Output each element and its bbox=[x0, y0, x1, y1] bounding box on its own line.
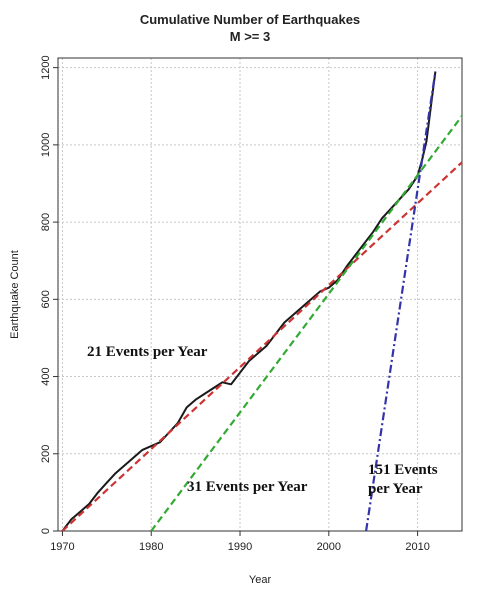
y-tick-label: 1000 bbox=[40, 133, 52, 157]
trend-31-per-year-line bbox=[150, 115, 463, 532]
chart-subtitle: M >= 3 bbox=[229, 29, 271, 44]
y-tick-label: 200 bbox=[40, 445, 52, 463]
x-tick-label: 1970 bbox=[50, 541, 74, 553]
y-tick-label: 800 bbox=[40, 213, 52, 231]
cumulative-count-line bbox=[61, 71, 437, 532]
axis-ticks: 1970 1980 1990 2000 2010 0 200 400 600 800 1000 120… bbox=[40, 55, 430, 553]
y-tick-label: 1200 bbox=[40, 55, 52, 79]
x-tick-label: 2010 bbox=[405, 541, 429, 553]
x-axis-label: Year bbox=[249, 574, 272, 586]
x-tick-label: 1990 bbox=[228, 541, 252, 553]
annotation-151-events: 151 Events per Year bbox=[368, 462, 438, 497]
x-tick-label: 2000 bbox=[317, 541, 341, 553]
y-tick-label: 600 bbox=[40, 290, 52, 308]
trend-21-per-year-line bbox=[61, 161, 463, 532]
annotation-21-events: 21 Events per Year bbox=[87, 344, 208, 360]
series-layer bbox=[61, 71, 463, 532]
y-tick-label: 400 bbox=[40, 367, 52, 385]
trend-151-per-year-line bbox=[365, 71, 437, 532]
y-tick-label: 0 bbox=[40, 528, 52, 534]
annotation-31-events: 31 Events per Year bbox=[187, 479, 308, 495]
chart-title: Cumulative Number of Earthquakes bbox=[139, 12, 361, 27]
x-tick-label: 1980 bbox=[139, 541, 163, 553]
y-axis-label: Earthquake Count bbox=[9, 250, 21, 339]
plot-frame bbox=[57, 57, 463, 532]
